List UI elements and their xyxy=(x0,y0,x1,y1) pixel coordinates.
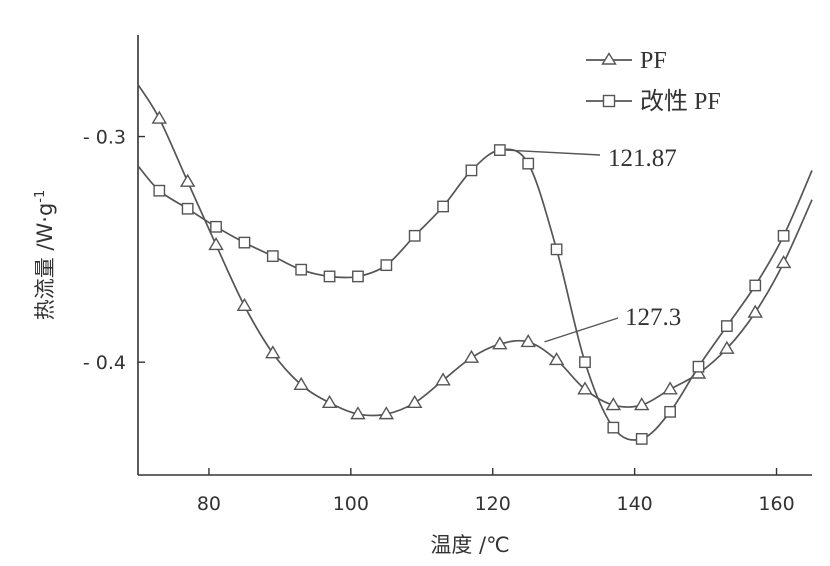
pf-point xyxy=(435,372,451,386)
axis-ticks: 80 100 120 140 160 - 0.3 - 0.4 xyxy=(83,127,795,515)
pf-point xyxy=(463,349,480,363)
pf-point xyxy=(208,236,224,251)
pf-point xyxy=(378,406,395,420)
pf-point xyxy=(662,381,678,395)
legend-modified-pf-square-marker xyxy=(602,94,616,108)
x-tick-label: 140 xyxy=(616,493,652,515)
x-tick-label: 80 xyxy=(197,493,221,515)
pf-point xyxy=(321,394,338,409)
series-modified-pf xyxy=(137,144,813,445)
modified-pf-point xyxy=(550,243,563,256)
modified-pf-point xyxy=(635,432,648,445)
pf-point xyxy=(520,333,536,348)
y-axis-title-sup: -1 xyxy=(33,190,48,203)
series-pf-line xyxy=(137,84,813,417)
modified-pf-point xyxy=(522,157,535,170)
x-tick-label: 160 xyxy=(758,493,794,515)
modified-pf-point xyxy=(437,200,449,213)
modified-pf-point xyxy=(607,421,620,434)
annotation-leader-121 xyxy=(505,149,601,156)
modified-pf-point xyxy=(380,259,393,272)
pf-point xyxy=(293,376,309,390)
pf-point xyxy=(492,336,508,350)
modified-pf-point xyxy=(493,144,506,156)
modified-pf-point xyxy=(465,164,478,177)
modified-pf-point xyxy=(720,320,733,332)
x-tick-label: 100 xyxy=(333,493,369,515)
modified-pf-point xyxy=(153,184,166,197)
annotation-peak-121-87: 121.87 xyxy=(608,145,677,172)
y-axis-title: 热流量 /W·g-1 xyxy=(33,190,57,321)
annotation-peak-127-3: 127.3 xyxy=(625,304,681,331)
pf-point xyxy=(179,173,196,187)
modified-pf-point xyxy=(210,220,222,233)
y-axis-title-main: 热流量 /W·g xyxy=(33,203,57,321)
modified-pf-point xyxy=(352,270,364,283)
modified-pf-point xyxy=(777,229,790,242)
pf-point xyxy=(719,340,735,354)
modified-pf-point xyxy=(323,270,336,283)
pf-point xyxy=(406,394,423,409)
pf-point xyxy=(747,304,763,318)
pf-point xyxy=(350,406,366,420)
modified-pf-point xyxy=(238,236,251,249)
pf-point xyxy=(151,110,168,124)
pf-point xyxy=(634,397,650,411)
legend-pf-label: PF xyxy=(640,48,667,74)
modified-pf-point xyxy=(408,229,421,242)
modified-pf-point xyxy=(266,250,279,263)
series-group xyxy=(137,84,813,445)
pf-point xyxy=(605,397,622,411)
pf-point xyxy=(775,255,792,269)
legend: PF 改性 PF xyxy=(586,48,721,115)
x-axis-title: 温度 /℃ xyxy=(430,533,509,557)
series-pf xyxy=(137,84,813,420)
modified-pf-point xyxy=(181,202,194,215)
y-tick-label: - 0.3 xyxy=(83,127,126,149)
modified-pf-point xyxy=(295,263,308,276)
annotation-leader-127 xyxy=(544,317,619,343)
pf-point xyxy=(548,352,565,366)
y-tick-label: - 0.4 xyxy=(83,352,126,374)
pf-point xyxy=(577,381,593,395)
modified-pf-point xyxy=(579,356,591,369)
legend-pf-triangle-marker xyxy=(601,52,617,65)
modified-pf-point xyxy=(749,279,762,292)
x-tick-label: 120 xyxy=(475,493,511,515)
pf-point xyxy=(236,297,253,312)
pf-point xyxy=(265,345,281,359)
legend-modified-pf-label: 改性 PF xyxy=(640,88,721,115)
modified-pf-point xyxy=(664,405,677,418)
annotations-group: 121.87 127.3 xyxy=(505,145,681,343)
modified-pf-point xyxy=(692,360,705,373)
